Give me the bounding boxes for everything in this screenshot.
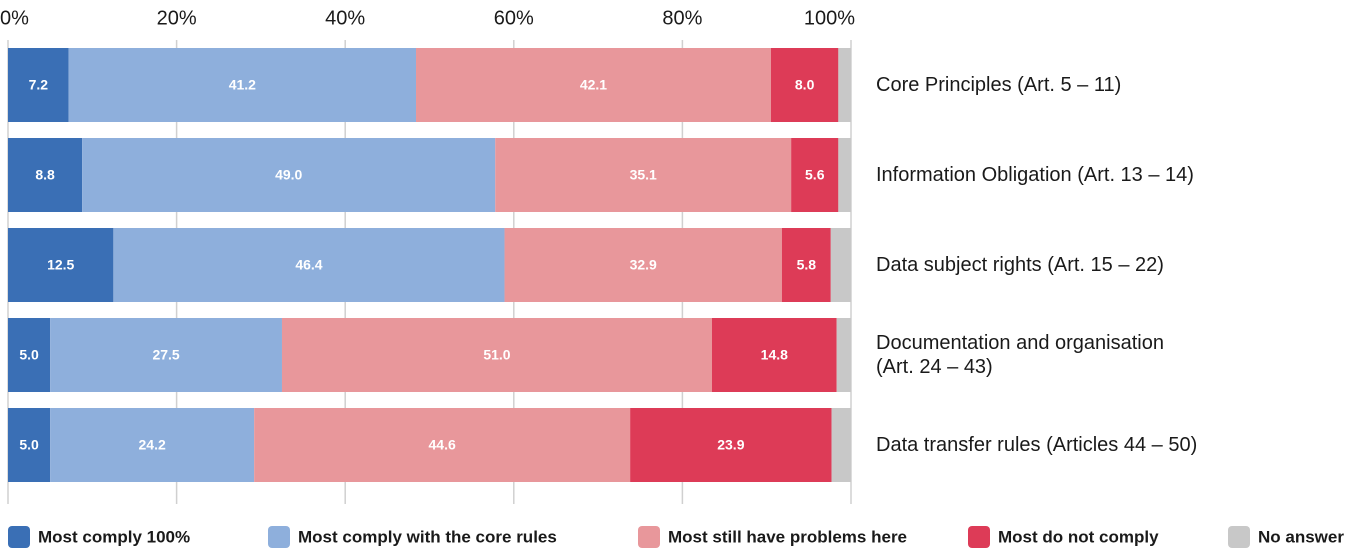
legend-item: Most comply 100%: [8, 526, 190, 548]
bar-segment: [113, 228, 505, 302]
bar-segment: [82, 138, 496, 212]
legend-label: Most still have problems here: [668, 527, 907, 546]
bar-segment: [504, 228, 782, 302]
legend-item: Most comply with the core rules: [268, 526, 557, 548]
bar-segment: [836, 318, 851, 392]
value-label: 5.6: [805, 167, 825, 183]
legend-swatch: [1228, 526, 1250, 548]
value-label: 44.6: [429, 437, 456, 453]
bar-segment: [254, 408, 631, 482]
bar-segment: [630, 408, 832, 482]
bar-segment: [830, 228, 851, 302]
bar-segment: [8, 318, 51, 392]
bar-segment: [8, 48, 69, 122]
value-label: 42.1: [580, 77, 607, 93]
legend-item: Most do not comply: [968, 526, 1159, 548]
bar-segment: [8, 228, 114, 302]
legend-label: Most comply 100%: [38, 527, 190, 546]
value-label: 14.8: [761, 347, 788, 363]
bar-segment: [416, 48, 771, 122]
category-label: Information Obligation (Art. 13 – 14): [876, 164, 1194, 186]
legend-label: Most comply with the core rules: [298, 527, 557, 546]
legend-item: No answer: [1228, 526, 1344, 548]
value-label: 7.2: [29, 77, 49, 93]
x-tick-label: 80%: [662, 7, 702, 29]
value-label: 5.0: [19, 347, 39, 363]
bar-segment: [838, 138, 851, 212]
x-tick-label: 100%: [804, 7, 855, 29]
category-label: Data transfer rules (Articles 44 – 50): [876, 434, 1198, 456]
value-label: 46.4: [295, 257, 322, 273]
x-tick-label: 0%: [0, 7, 29, 29]
bar-segment: [281, 318, 712, 392]
category-label: Data subject rights (Art. 15 – 22): [876, 254, 1164, 276]
value-label: 24.2: [139, 437, 166, 453]
x-tick-label: 60%: [494, 7, 534, 29]
bar-segment: [781, 228, 831, 302]
bar-segment: [495, 138, 792, 212]
x-tick-label: 20%: [157, 7, 197, 29]
value-label: 5.8: [797, 257, 817, 273]
value-label: 8.8: [35, 167, 55, 183]
legend-item: Most still have problems here: [638, 526, 907, 548]
bar-segment: [838, 48, 851, 122]
bar-segment: [50, 318, 282, 392]
value-label: 51.0: [483, 347, 510, 363]
bar-segment: [711, 318, 837, 392]
legend-swatch: [268, 526, 290, 548]
value-label: 5.0: [19, 437, 39, 453]
legend-swatch: [638, 526, 660, 548]
value-label: 32.9: [630, 257, 657, 273]
legend-swatch: [8, 526, 30, 548]
value-label: 27.5: [152, 347, 179, 363]
bar-segment: [68, 48, 417, 122]
bar-segment: [770, 48, 839, 122]
category-label: Core Principles (Art. 5 – 11): [876, 74, 1122, 96]
value-label: 8.0: [795, 77, 815, 93]
bar-segment: [8, 408, 51, 482]
bar-segment: [8, 138, 83, 212]
value-label: 49.0: [275, 167, 302, 183]
bar-segment: [50, 408, 255, 482]
value-label: 23.9: [717, 437, 744, 453]
x-tick-label: 40%: [325, 7, 365, 29]
legend-label: No answer: [1258, 527, 1344, 546]
category-label: Documentation and organisation (Art. 24 …: [876, 332, 1164, 378]
legend-label: Most do not comply: [998, 527, 1159, 546]
bar-segment: [791, 138, 839, 212]
value-label: 35.1: [630, 167, 657, 183]
value-label: 12.5: [47, 257, 74, 273]
legend-swatch: [968, 526, 990, 548]
value-label: 41.2: [229, 77, 256, 93]
bar-segment: [831, 408, 851, 482]
